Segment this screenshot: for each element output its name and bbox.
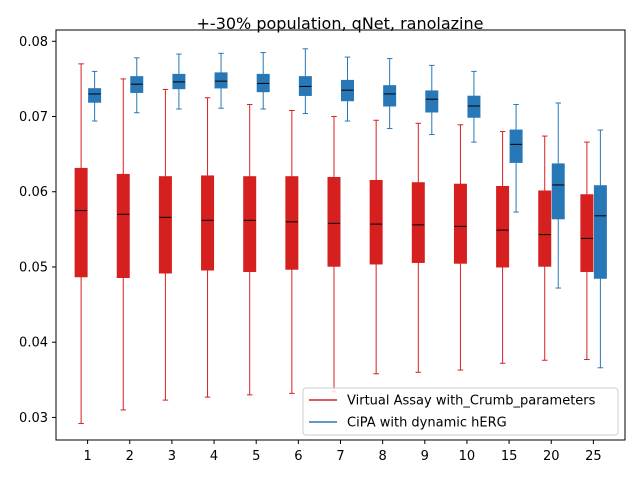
- box-body: [369, 179, 383, 265]
- box-body: [74, 167, 88, 278]
- box-body: [411, 182, 425, 263]
- box-0-9: [453, 124, 467, 371]
- x-tick-label: 7: [336, 449, 344, 464]
- x-tick-label: 10: [459, 449, 476, 464]
- series-1: [88, 48, 607, 369]
- x-tick-label: 4: [210, 449, 218, 464]
- box-1-11: [551, 102, 565, 289]
- x-tick-label: 2: [126, 449, 134, 464]
- box-0-12: [580, 141, 594, 361]
- y-tick-label: 0.04: [19, 336, 48, 351]
- box-body: [453, 183, 467, 264]
- box-body: [201, 175, 215, 271]
- box-0-3: [201, 97, 215, 398]
- box-body: [214, 72, 228, 89]
- x-tick-label: 25: [585, 449, 602, 464]
- box-0-1: [116, 78, 130, 411]
- box-1-3: [214, 52, 228, 109]
- box-0-10: [496, 131, 510, 364]
- box-0-4: [243, 103, 257, 396]
- box-body: [243, 176, 257, 272]
- box-body: [116, 173, 130, 279]
- box-1-4: [256, 52, 270, 110]
- box-body: [496, 185, 510, 268]
- box-0-5: [285, 109, 299, 394]
- y-tick-label: 0.06: [19, 185, 48, 200]
- box-1-1: [130, 57, 144, 114]
- box-1-8: [425, 64, 439, 136]
- box-1-2: [172, 53, 186, 110]
- legend-label-0: Virtual Assay with_Crumb_parameters: [347, 394, 596, 409]
- legend-label-1: CiPA with dynamic hERG: [347, 416, 507, 431]
- box-body: [593, 185, 607, 279]
- box-1-7: [383, 58, 397, 130]
- box-0-7: [369, 119, 383, 375]
- box-1-9: [467, 70, 481, 143]
- chart-title: +-30% population, qNet, ranolazine: [197, 14, 484, 33]
- x-tick-label: 5: [252, 449, 260, 464]
- box-body: [538, 190, 552, 267]
- y-tick-label: 0.07: [19, 110, 48, 125]
- box-body: [425, 90, 439, 113]
- box-1-12: [593, 129, 607, 369]
- x-tick-label: 1: [83, 449, 91, 464]
- box-body: [88, 88, 102, 103]
- legend-box: [302, 387, 619, 436]
- y-tick-label: 0.03: [19, 411, 48, 426]
- x-tick-label: 8: [379, 449, 387, 464]
- x-tick-label: 20: [543, 449, 560, 464]
- box-1-0: [88, 70, 102, 122]
- box-body: [467, 95, 481, 118]
- box-0-0: [74, 63, 88, 424]
- box-body: [285, 176, 299, 270]
- x-tick-label: 9: [421, 449, 429, 464]
- box-1-10: [509, 103, 523, 213]
- box-1-6: [341, 56, 354, 122]
- box-1-5: [298, 48, 312, 115]
- x-tick-label: 15: [501, 449, 518, 464]
- box-body: [383, 85, 397, 107]
- box-body: [158, 176, 172, 274]
- box-body: [551, 163, 565, 220]
- box-0-11: [538, 135, 552, 361]
- box-0-2: [158, 88, 172, 401]
- x-tick-label: 6: [294, 449, 302, 464]
- box-0-8: [411, 122, 425, 373]
- x-tick-label: 3: [168, 449, 176, 464]
- box-body: [327, 176, 341, 267]
- box-body: [509, 129, 523, 163]
- legend: Virtual Assay with_Crumb_parameters CiPA …: [302, 387, 619, 436]
- box-body: [580, 194, 594, 272]
- y-tick-label: 0.05: [19, 260, 48, 275]
- series-0: [74, 63, 594, 424]
- y-tick-label: 0.08: [19, 35, 48, 50]
- box-0-6: [327, 116, 341, 393]
